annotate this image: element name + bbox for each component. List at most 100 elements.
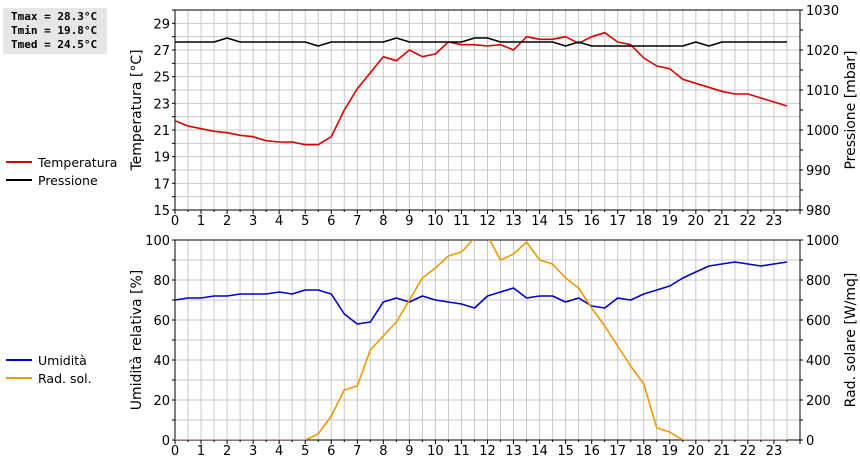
y-tick-label: 23 — [153, 97, 170, 112]
y-tick-label: 29 — [153, 17, 170, 32]
y-axis-title: Umidità relativa [%] — [129, 270, 145, 411]
y-tick-label: 19 — [153, 151, 170, 166]
x-tick-label: 1 — [197, 214, 205, 229]
legend-label-rad-sol: Rad. sol. — [38, 370, 92, 386]
x-tick-label: 11 — [453, 214, 470, 229]
y-tick-label: 80 — [153, 274, 170, 289]
legend-label-umidita: Umidità — [38, 352, 87, 368]
x-tick-label: 15 — [557, 214, 574, 229]
y2-tick-label: 1010 — [806, 84, 839, 99]
x-tick-label: 2 — [223, 444, 231, 459]
x-tick-label: 15 — [557, 444, 574, 459]
legend-label-pressione: Pressione — [38, 172, 98, 188]
y-tick-label: 25 — [153, 71, 170, 86]
legend-swatch-umidita — [6, 359, 32, 361]
y-tick-label: 21 — [153, 124, 170, 139]
x-tick-label: 8 — [379, 214, 387, 229]
x-tick-label: 5 — [301, 444, 309, 459]
y2-tick-label: 400 — [806, 354, 831, 369]
x-tick-label: 21 — [714, 444, 731, 459]
y-tick-label: 60 — [153, 314, 170, 329]
x-tick-label: 9 — [405, 444, 413, 459]
x-tick-label: 8 — [379, 444, 387, 459]
legend-swatch-temperatura — [6, 161, 32, 163]
x-tick-label: 7 — [353, 214, 361, 229]
x-tick-label: 9 — [405, 214, 413, 229]
x-tick-label: 16 — [583, 444, 600, 459]
x-tick-label: 0 — [171, 444, 179, 459]
x-tick-label: 18 — [635, 214, 652, 229]
x-tick-label: 14 — [531, 214, 548, 229]
y2-tick-label: 1000 — [806, 234, 839, 249]
x-tick-label: 23 — [766, 444, 783, 459]
legend-item-pressione: Pressione — [6, 171, 117, 189]
y-tick-label: 100 — [145, 234, 170, 249]
x-tick-label: 6 — [327, 444, 335, 459]
y-tick-label: 15 — [153, 204, 170, 219]
y2-tick-label: 1030 — [806, 4, 839, 19]
series-line-umidit- — [175, 261, 788, 325]
x-tick-label: 7 — [353, 444, 361, 459]
x-tick-label: 13 — [505, 444, 522, 459]
y2-axis-title: Rad. solare [W/mq] — [843, 273, 859, 408]
x-tick-label: 17 — [609, 214, 626, 229]
y2-tick-label: 990 — [806, 164, 831, 179]
series-line-rad-sol- — [175, 240, 787, 440]
x-tick-label: 6 — [327, 214, 335, 229]
series-line-temperatura — [175, 31, 788, 146]
x-tick-label: 19 — [662, 444, 679, 459]
x-tick-label: 16 — [583, 214, 600, 229]
x-tick-label: 4 — [275, 444, 283, 459]
legend-swatch-rad-sol — [6, 377, 32, 379]
x-tick-label: 22 — [740, 444, 757, 459]
x-tick-label: 12 — [479, 214, 496, 229]
x-tick-label: 14 — [531, 444, 548, 459]
x-tick-label: 3 — [249, 214, 257, 229]
x-tick-label: 3 — [249, 444, 257, 459]
stats-box: Tmax = 28.3°C Tmin = 19.8°C Tmed = 24.5°… — [3, 8, 107, 54]
x-tick-label: 19 — [662, 214, 679, 229]
plot-frame — [174, 239, 801, 441]
x-tick-label: 23 — [766, 214, 783, 229]
x-tick-label: 21 — [714, 214, 731, 229]
y2-tick-label: 1000 — [806, 124, 839, 139]
x-tick-label: 4 — [275, 214, 283, 229]
y2-tick-label: 800 — [806, 274, 831, 289]
x-tick-label: 10 — [427, 444, 444, 459]
chart-panel-2 — [172, 239, 803, 444]
y-tick-label: 40 — [153, 354, 170, 369]
y-tick-label: 20 — [153, 394, 170, 409]
x-tick-label: 11 — [453, 444, 470, 459]
plot-frame — [174, 9, 801, 211]
x-tick-label: 12 — [479, 444, 496, 459]
x-tick-label: 18 — [635, 444, 652, 459]
x-tick-label: 13 — [505, 214, 522, 229]
y-axis-title: Temperatura [°C] — [129, 49, 145, 171]
legend-swatch-pressione — [6, 179, 32, 181]
legend-item-umidita: Umidità — [6, 351, 92, 369]
x-tick-label: 5 — [301, 214, 309, 229]
x-tick-label: 20 — [688, 214, 705, 229]
y-tick-label: 17 — [153, 177, 170, 192]
x-tick-label: 17 — [609, 444, 626, 459]
x-tick-label: 22 — [740, 214, 757, 229]
legend-item-temperatura: Temperatura — [6, 153, 117, 171]
x-tick-label: 20 — [688, 444, 705, 459]
y-tick-label: 27 — [153, 44, 170, 59]
tmin-text: Tmin = 19.8°C — [11, 24, 98, 37]
legend-top: Temperatura Pressione — [6, 153, 117, 189]
x-tick-label: 2 — [223, 214, 231, 229]
legend-bottom: Umidità Rad. sol. — [6, 351, 92, 387]
x-tick-label: 0 — [171, 214, 179, 229]
y2-tick-label: 980 — [806, 204, 831, 219]
y2-tick-label: 0 — [806, 434, 814, 449]
x-tick-label: 1 — [197, 444, 205, 459]
chart-panel-1 — [172, 9, 803, 214]
y2-axis-title: Pressione [mbar] — [843, 50, 859, 169]
y2-tick-label: 600 — [806, 314, 831, 329]
y-tick-label: 0 — [162, 434, 170, 449]
y2-tick-label: 1020 — [806, 44, 839, 59]
legend-item-rad-sol: Rad. sol. — [6, 369, 92, 387]
series-line-pressione — [175, 37, 787, 47]
